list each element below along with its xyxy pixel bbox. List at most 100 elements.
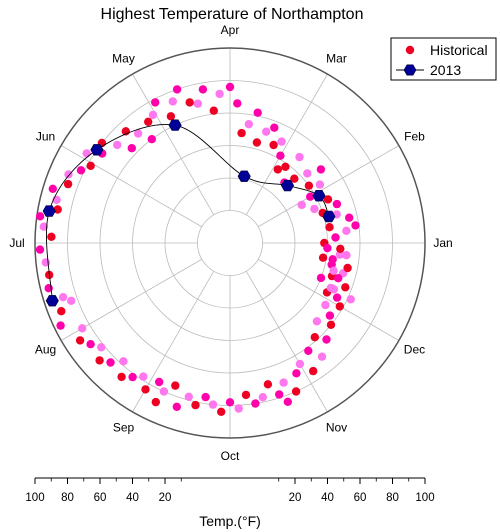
historical-point — [242, 391, 250, 399]
historical-point — [275, 390, 283, 398]
historical-point — [151, 98, 159, 106]
series-2013-marker — [238, 171, 250, 182]
legend-historical-symbol — [406, 46, 414, 54]
historical-point — [254, 109, 262, 117]
radial-tick-label-left: 20 — [159, 492, 172, 504]
historical-point — [262, 128, 270, 136]
series-2013-marker — [43, 206, 55, 217]
historical-point — [76, 336, 84, 344]
historical-point — [347, 295, 355, 303]
month-label-sep: Sep — [113, 420, 135, 434]
historical-point — [235, 404, 243, 412]
legend-2013-symbol — [404, 65, 416, 75]
historical-point — [296, 360, 304, 368]
historical-point — [325, 223, 333, 231]
historical-point — [77, 166, 85, 174]
radial-tick-label-right: 40 — [321, 492, 334, 504]
radial-tick-label-right: 20 — [289, 492, 302, 504]
historical-point — [226, 398, 234, 406]
historical-point — [253, 138, 261, 146]
legend-historical-label: Historical — [430, 42, 488, 58]
historical-point — [173, 403, 181, 411]
historical-point — [284, 398, 292, 406]
historical-point — [117, 373, 125, 381]
historical-point — [313, 317, 321, 325]
historical-point — [57, 307, 65, 315]
month-label-aug: Aug — [35, 343, 56, 357]
historical-point — [128, 373, 136, 381]
month-label-may: May — [112, 52, 135, 66]
historical-point — [259, 393, 267, 401]
historical-point — [336, 302, 344, 310]
historical-point — [295, 153, 303, 161]
historical-point — [334, 274, 342, 282]
month-label-jul: Jul — [9, 236, 24, 250]
historical-point — [215, 90, 223, 98]
historical-point — [321, 301, 329, 309]
historical-point — [199, 85, 207, 93]
historical-point — [303, 169, 311, 177]
historical-point — [86, 340, 94, 348]
historical-point — [78, 324, 86, 332]
historical-point — [106, 358, 114, 366]
historical-point — [237, 129, 245, 137]
historical-point — [186, 98, 194, 106]
historical-point — [171, 381, 179, 389]
series-2013-marker — [46, 295, 58, 306]
polar-grid — [35, 48, 425, 438]
radial-tick-label-left: 40 — [126, 492, 139, 504]
historical-point — [226, 83, 234, 91]
historical-point — [251, 399, 259, 407]
historical-point — [304, 347, 312, 355]
legend: Historical 2013 — [391, 38, 496, 80]
radial-axis-label: Temp.(°F) — [199, 513, 261, 529]
historical-point — [329, 267, 337, 275]
historical-point — [160, 387, 168, 395]
month-label-apr: Apr — [221, 23, 240, 37]
historical-point — [169, 97, 177, 105]
historical-point — [274, 165, 282, 173]
month-label-oct: Oct — [221, 449, 240, 463]
historical-point — [277, 137, 285, 145]
historical-point — [316, 180, 324, 188]
historical-point — [36, 245, 44, 253]
historical-point — [83, 149, 91, 157]
historical-point — [279, 378, 287, 386]
historical-point — [264, 380, 272, 388]
historical-point — [64, 170, 72, 178]
month-label-jan: Jan — [433, 236, 452, 250]
historical-point — [209, 400, 217, 408]
historical-point — [119, 357, 127, 365]
historical-point — [336, 245, 344, 253]
historical-point — [144, 118, 152, 126]
series-2013-marker — [313, 190, 325, 201]
legend-2013-label: 2013 — [430, 62, 461, 78]
month-label-feb: Feb — [404, 130, 425, 144]
historical-point — [310, 205, 318, 213]
radial-tick-label-left: 100 — [25, 492, 44, 504]
historical-point — [342, 227, 350, 235]
historical-point — [217, 408, 225, 416]
historical-point — [319, 254, 327, 262]
historical-point — [317, 165, 325, 173]
chart-title: Highest Temperature of Northampton — [101, 6, 364, 23]
series-2013-marker — [91, 144, 103, 155]
historical-point — [343, 264, 351, 272]
historical-point — [36, 212, 44, 220]
historical-point — [292, 387, 300, 395]
historical-point — [318, 353, 326, 361]
historical-point — [331, 233, 339, 241]
historical-point — [317, 274, 325, 282]
series-2013-marker — [281, 180, 293, 191]
radial-axis: 20 40 60 80 100 100 80 60 40 20 — [25, 478, 434, 504]
historical-point — [49, 185, 57, 193]
historical-point — [185, 393, 193, 401]
historical-point — [276, 152, 284, 160]
month-label-jun: Jun — [36, 130, 55, 144]
historical-point — [326, 311, 334, 319]
historical-point — [351, 221, 359, 229]
historical-point — [269, 141, 277, 149]
month-label-nov: Nov — [326, 420, 347, 434]
historical-point — [148, 135, 156, 143]
